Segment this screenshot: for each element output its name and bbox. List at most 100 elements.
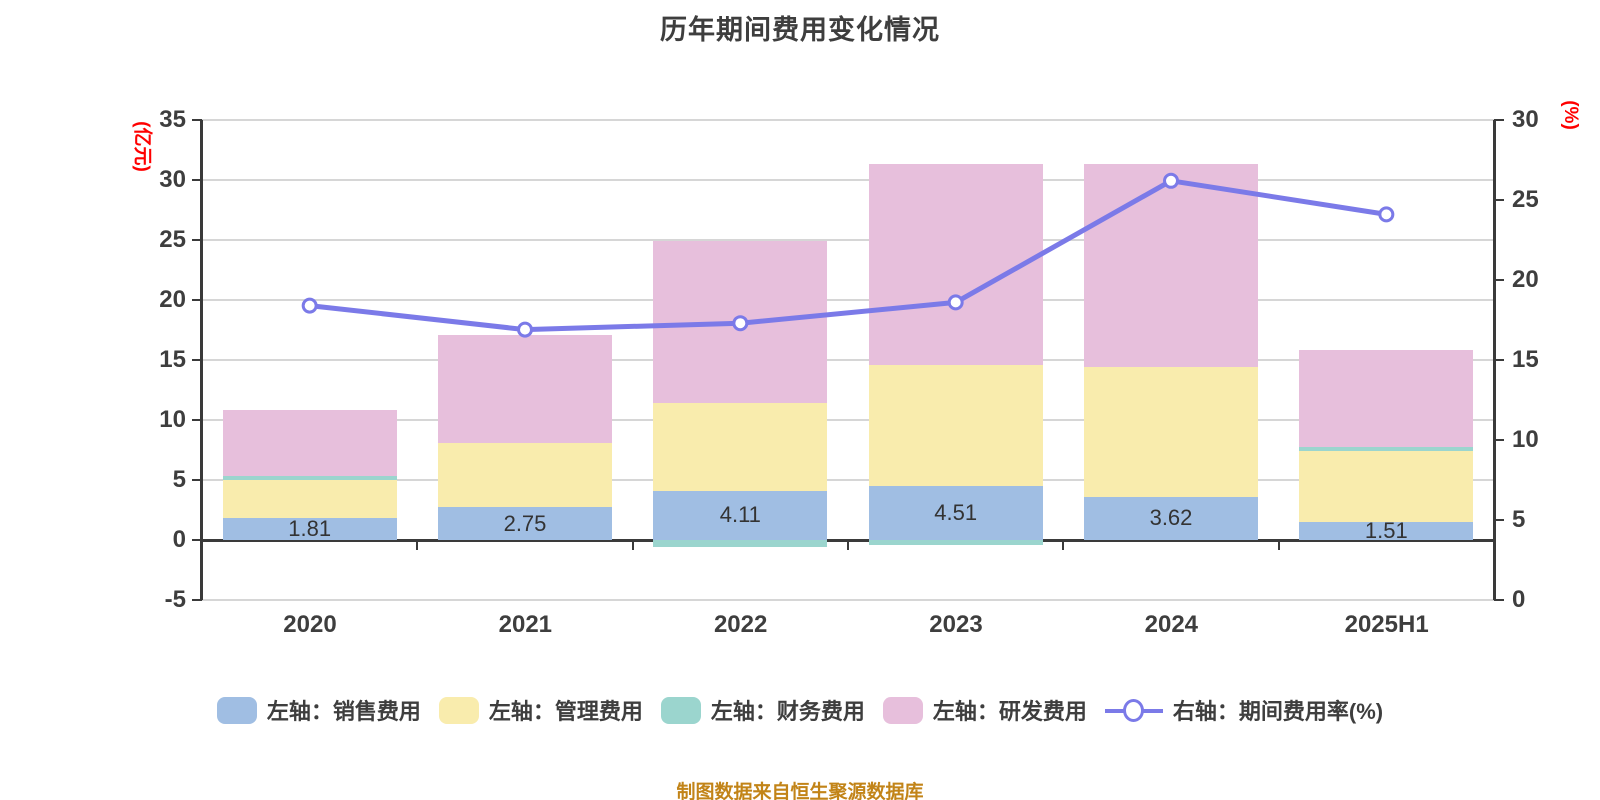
gridline [202,419,1494,421]
rate-line-marker[interactable] [517,321,533,338]
left-axis-tick-label: 0 [172,526,186,553]
x-axis-category-label: 2020 [283,611,337,638]
left-axis-line [200,120,203,600]
bar-segment[interactable] [1084,366,1258,497]
left-axis-tick [192,239,202,241]
right-axis-tick-label: 15 [1512,346,1539,373]
right-axis-tick-label: 25 [1512,186,1539,213]
right-axis-tick-label: 10 [1512,426,1539,453]
bar-segment[interactable] [653,490,828,540]
legend-label: 左轴：财务费用 [710,699,865,724]
right-axis-tick-label: 0 [1512,586,1526,613]
gridline [202,599,1494,601]
right-axis-tick [1494,119,1504,121]
legend-item[interactable]: 左轴：销售费用 [216,694,421,726]
right-axis-line [1493,120,1496,600]
legend-line-marker-icon [1104,697,1163,724]
right-axis-tick [1494,439,1504,441]
bar-value-label: 1.51 [1364,517,1408,543]
legend-label: 左轴：销售费用 [266,699,421,724]
legend-swatch-icon [882,696,923,724]
legend-label: 右轴：期间费用率(%) [1172,699,1384,724]
left-axis-tick-label: 5 [172,466,186,493]
bar-value-label: 4.11 [719,502,761,528]
bar-segment[interactable] [1084,164,1258,367]
category-tick [1277,540,1280,550]
legend-item[interactable]: 左轴：管理费用 [438,694,643,726]
left-axis-tick [192,119,202,121]
left-axis-tick [192,539,202,541]
bar-segment[interactable] [868,364,1043,486]
bar-segment[interactable] [653,540,828,547]
bar-value-label: 2.75 [503,510,547,536]
legend-item[interactable]: 右轴：期间费用率(%) [1104,694,1384,726]
x-axis-category-label: 2021 [498,611,553,638]
left-axis-tick-label: 30 [159,166,186,193]
gridline [202,179,1494,181]
bar-segment[interactable] [438,507,612,540]
bar-segment[interactable] [222,409,397,476]
data-source-caption: 制图数据来自恒生聚源数据库 [676,782,924,800]
left-axis-tick-label: -5 [164,586,186,613]
left-axis-tick [192,479,202,481]
bar-segment[interactable] [438,443,612,507]
x-axis-category-label: 2022 [713,611,768,638]
bar-segment[interactable] [1299,521,1474,540]
category-tick [631,540,634,550]
category-tick [201,540,203,550]
x-axis-category-label: 2024 [1144,611,1199,638]
bar-segment[interactable] [438,335,612,444]
bar-value-label: 3.62 [1149,505,1193,531]
category-tick [1062,540,1065,550]
legend-label: 左轴：研发费用 [932,699,1087,724]
category-tick [847,540,849,550]
bar-segment[interactable] [1299,350,1474,448]
bar-segment[interactable] [653,241,828,404]
gridline [202,359,1494,361]
right-axis-tick [1494,359,1504,361]
bar-value-label: 1.81 [288,516,332,542]
rate-line-marker[interactable] [1378,206,1395,223]
bar-segment[interactable] [868,485,1043,540]
bar-segment[interactable] [1084,496,1258,540]
legend-swatch-icon [216,696,257,724]
bar-segment[interactable] [868,540,1043,546]
bar-segment[interactable] [653,403,828,491]
right-axis-tick [1494,599,1504,601]
left-axis-tick [192,599,202,601]
right-axis-tick-label: 20 [1512,266,1539,293]
right-axis-tick-label: 5 [1512,506,1526,533]
bar-segment[interactable] [868,164,1043,365]
gridline [202,239,1494,241]
right-axis-tick [1494,519,1504,521]
chart-legend: 左轴：销售费用 左轴：管理费用 左轴：财务费用 左轴：研发费用 右轴：期间费用率(%) [0,694,1600,726]
left-axis-tick-label: 35 [159,106,186,133]
left-axis-tick-label: 25 [159,226,186,253]
left-axis-tick-label: 20 [159,286,186,313]
left-axis-tick [192,299,202,301]
legend-swatch-icon [438,696,479,724]
left-axis-tick [192,419,202,421]
legend-label: 左轴：管理费用 [488,699,643,724]
bar-segment[interactable] [222,475,397,480]
left-axis-tick [192,179,202,181]
category-tick [416,540,419,550]
category-tick [1493,540,1495,550]
right-axis-tick [1494,199,1504,201]
chart-title: 历年期间费用变化情况 [660,15,940,45]
legend-item[interactable]: 左轴：财务费用 [660,694,865,726]
x-axis-category-label: 2025H1 [1344,611,1429,638]
bar-segment[interactable] [222,479,397,519]
legend-line-dot [1122,698,1144,722]
gridline [202,479,1494,481]
bar-segment[interactable] [1299,447,1474,452]
gridline [202,299,1494,301]
rate-line-marker[interactable] [301,297,318,314]
right-axis-tick [1494,279,1504,281]
legend-item[interactable]: 左轴：研发费用 [882,694,1087,726]
bar-segment[interactable] [222,518,397,540]
bar-segment[interactable] [1299,451,1474,522]
bar-value-label: 4.51 [934,499,978,525]
x-axis-category-label: 2023 [929,611,983,638]
